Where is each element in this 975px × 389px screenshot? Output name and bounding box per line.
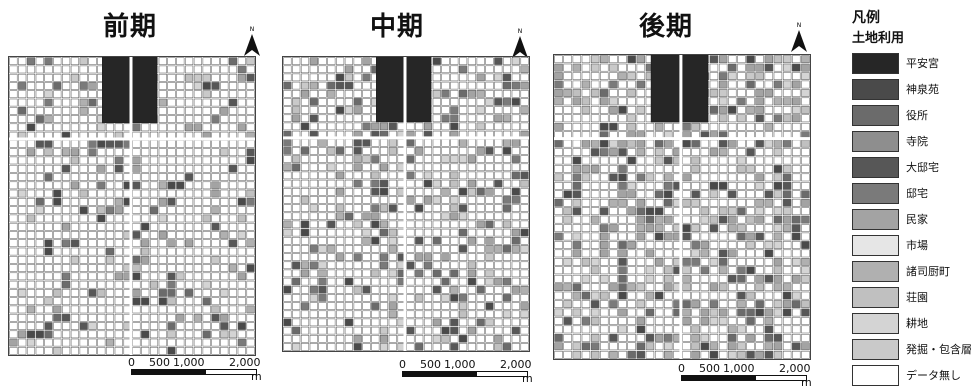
- land-use-map-late: [553, 54, 811, 360]
- legend-label: 諸司厨町: [906, 265, 950, 278]
- legend-item: 諸司厨町: [852, 258, 975, 284]
- land-use-map-middle: [282, 56, 530, 352]
- north-arrow-icon: N: [789, 20, 809, 54]
- legend-swatch: [852, 208, 899, 230]
- legend-item: データ無し: [852, 362, 975, 388]
- legend-swatch: [852, 338, 899, 360]
- scale-tick-0: 0: [399, 358, 406, 371]
- north-label: N: [250, 26, 255, 33]
- north-label: N: [518, 28, 523, 35]
- legend-swatch: [852, 130, 899, 152]
- legend-label: 役所: [906, 109, 928, 122]
- scale-unit: m: [801, 376, 812, 389]
- scale-unit: m: [251, 370, 262, 383]
- scale-bar-black: [402, 371, 476, 377]
- legend-item: 耕地: [852, 310, 975, 336]
- legend-subtitle: 土地利用: [852, 31, 905, 46]
- scale-bar-white: [755, 375, 807, 381]
- scale-bar: 0 500 1,000 2,000 m: [128, 356, 262, 383]
- legend-item: 役所: [852, 102, 975, 128]
- land-use-map-grid: [9, 56, 255, 355]
- scale-tick-2000: 2,000: [229, 356, 261, 369]
- legend-item: 寺院: [852, 128, 975, 154]
- scale-tick-500: 500: [420, 358, 441, 371]
- legend-swatch: [852, 156, 899, 178]
- land-use-map-early: [8, 56, 256, 356]
- legend-swatch: [852, 260, 899, 282]
- legend-label: 邸宅: [906, 187, 928, 200]
- legend-label: 民家: [906, 213, 928, 226]
- scale-tick-500: 500: [149, 356, 170, 369]
- legend-title: 凡例: [852, 10, 880, 26]
- legend-swatch: [852, 182, 899, 204]
- legend-swatch: [852, 364, 899, 386]
- legend-label: 荘園: [906, 291, 928, 304]
- scale-tick-2000: 2,000: [779, 362, 811, 375]
- legend-swatch: [852, 78, 899, 100]
- legend-swatch: [852, 104, 899, 126]
- legend-item: 邸宅: [852, 180, 975, 206]
- legend-items: 平安宮神泉苑役所寺院大邸宅邸宅民家市場諸司厨町荘園耕地発掘・包含層 データ無し: [852, 50, 975, 388]
- scale-tick-0: 0: [128, 356, 135, 369]
- scale-bar: 0 500 1,000 2,000 m: [678, 362, 812, 389]
- scale-tick-1000: 1,000: [723, 362, 755, 375]
- scale-tick-0: 0: [678, 362, 685, 375]
- legend-swatch: [852, 52, 899, 74]
- legend-item: 民家: [852, 206, 975, 232]
- scale-tick-2000: 2,000: [500, 358, 532, 371]
- scale-bar-black: [131, 369, 205, 375]
- scale-bar-black: [681, 375, 755, 381]
- legend-label: データ無し: [906, 369, 961, 382]
- north-label: N: [797, 22, 802, 29]
- legend-label: 大邸宅: [906, 161, 939, 174]
- scale-tick-1000: 1,000: [173, 356, 205, 369]
- legend-swatch: [852, 312, 899, 334]
- legend-item: 大邸宅: [852, 154, 975, 180]
- legend-label: 寺院: [906, 135, 928, 148]
- legend-label: 神泉苑: [906, 83, 939, 96]
- legend-swatch: [852, 234, 899, 256]
- legend-label: 平安宮: [906, 57, 939, 70]
- legend-item: 市場: [852, 232, 975, 258]
- scale-unit: m: [522, 372, 533, 385]
- panel-title-late: 後期: [639, 12, 694, 42]
- scale-bar: 0 500 1,000 2,000 m: [399, 358, 533, 385]
- scale-bar-white: [205, 369, 257, 375]
- legend-item: 発掘・包含層: [852, 336, 975, 362]
- panel-title-middle: 中期: [370, 12, 425, 42]
- scale-tick-1000: 1,000: [444, 358, 476, 371]
- scale-tick-500: 500: [699, 362, 720, 375]
- legend-label: 耕地: [906, 317, 928, 330]
- legend-item: 荘園: [852, 284, 975, 310]
- panel-title-early: 前期: [103, 12, 158, 42]
- legend: 凡例 土地利用 平安宮神泉苑役所寺院大邸宅邸宅民家市場諸司厨町荘園耕地発掘・包含…: [852, 8, 975, 388]
- legend-label: 発掘・包含層: [906, 343, 972, 356]
- scale-bar-white: [476, 371, 528, 377]
- north-arrow-icon: N: [510, 26, 530, 60]
- legend-swatch: [852, 286, 899, 308]
- legend-item: 平安宮: [852, 50, 975, 76]
- land-use-map-grid: [554, 54, 810, 359]
- legend-label: 市場: [906, 239, 928, 252]
- north-arrow-icon: N: [242, 24, 262, 58]
- land-use-map-grid: [283, 56, 529, 351]
- legend-item: 神泉苑: [852, 76, 975, 102]
